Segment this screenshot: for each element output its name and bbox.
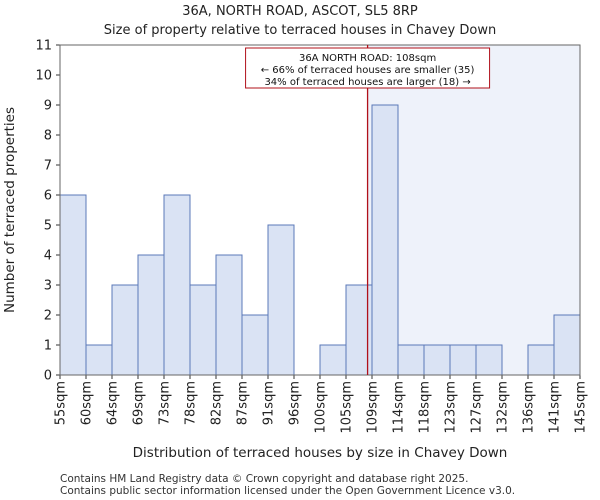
x-tick-label-73sqm: 73sqm	[158, 381, 173, 425]
y-axis-label: Number of terraced properties	[2, 107, 18, 313]
chart-subtitle: Size of property relative to terraced ho…	[103, 23, 497, 38]
x-tick-label-136sqm: 136sqm	[522, 381, 537, 434]
annotation-line-2: ← 66% of terraced houses are smaller (35…	[261, 65, 475, 76]
y-tick-label: 0	[44, 369, 52, 384]
x-tick-label-55sqm: 55sqm	[54, 381, 69, 425]
x-tick-label-127sqm: 127sqm	[470, 381, 485, 434]
annotation-line-1: 36A NORTH ROAD: 108sqm	[299, 53, 436, 64]
y-tick-label: 9	[44, 99, 52, 114]
x-tick-label-123sqm: 123sqm	[444, 381, 459, 434]
annotation-box	[245, 47, 491, 89]
larger-properties-region	[367, 45, 580, 375]
x-tick-label-105sqm: 105sqm	[340, 381, 355, 434]
y-axis-ticks: 0 1 2 3 4 5 6 7 8 9 10 11	[35, 39, 60, 384]
chart-title: 36A, NORTH ROAD, ASCOT, SL5 8RP	[182, 4, 418, 19]
y-tick-label: 1	[44, 339, 52, 354]
bar-127sqm	[475, 344, 503, 376]
x-tick-label-69sqm: 69sqm	[132, 381, 147, 425]
bar-73sqm	[163, 194, 191, 376]
bar-136sqm	[527, 344, 555, 376]
bar-91sqm	[267, 224, 295, 376]
x-axis-label: Distribution of terraced houses by size …	[133, 445, 508, 461]
bars-group	[59, 104, 581, 376]
annotation-line-3: 34% of terraced houses are larger (18) →	[264, 77, 470, 88]
title-block: 36A, NORTH ROAD, ASCOT, SL5 8RP Size of …	[0, 2, 600, 40]
y-tick-label: 4	[44, 249, 52, 264]
x-tick-label-118sqm: 118sqm	[418, 381, 433, 434]
x-tick-label-145sqm: 145sqm	[574, 381, 589, 434]
footer-line-2: Contains public sector information licen…	[60, 485, 516, 497]
bar-55sqm	[59, 194, 87, 376]
bar-78sqm	[189, 284, 217, 376]
bar-109sqm	[371, 104, 399, 376]
x-tick-label-141sqm: 141sqm	[548, 381, 563, 434]
y-tick-label: 2	[44, 309, 52, 324]
x-tick-label-132sqm: 132sqm	[496, 381, 511, 434]
x-tick-label-87sqm: 87sqm	[236, 381, 251, 425]
x-axis-ticks: 55sqm 60sqm 64sqm 69sqm 73sqm 78sqm 82sqm 87sqm…	[54, 375, 589, 434]
x-tick-label-82sqm: 82sqm	[210, 381, 225, 425]
plot-frame	[59, 44, 581, 376]
footer-attribution: Contains HM Land Registry data © Crown c…	[60, 473, 515, 497]
bar-141sqm	[553, 314, 581, 376]
x-tick-label-78sqm: 78sqm	[184, 381, 199, 425]
bar-64sqm	[111, 284, 139, 376]
x-tick-label-91sqm: 91sqm	[262, 381, 277, 425]
bar-118sqm	[423, 344, 451, 376]
y-tick-label: 7	[44, 159, 52, 174]
bar-123sqm	[449, 344, 477, 376]
bar-114sqm	[397, 344, 425, 376]
y-tick-label: 10	[35, 69, 52, 84]
footer-line-1: Contains HM Land Registry data © Crown c…	[60, 473, 469, 485]
x-tick-label-100sqm: 100sqm	[314, 381, 329, 434]
bar-60sqm	[85, 344, 113, 376]
x-tick-label-64sqm: 64sqm	[106, 381, 121, 425]
y-tick-label: 11	[35, 39, 52, 54]
y-tick-label: 3	[44, 279, 52, 294]
bar-100sqm	[319, 344, 347, 376]
x-tick-label-96sqm: 96sqm	[288, 381, 303, 425]
x-tick-label-109sqm: 109sqm	[366, 381, 381, 434]
x-tick-label-60sqm: 60sqm	[80, 381, 95, 425]
y-tick-label: 6	[44, 189, 52, 204]
x-tick-label-114sqm: 114sqm	[392, 381, 407, 434]
y-tick-label: 5	[44, 219, 52, 234]
bar-69sqm	[137, 254, 165, 376]
bar-87sqm	[241, 314, 269, 376]
y-tick-label: 8	[44, 129, 52, 144]
bar-82sqm	[215, 254, 243, 376]
